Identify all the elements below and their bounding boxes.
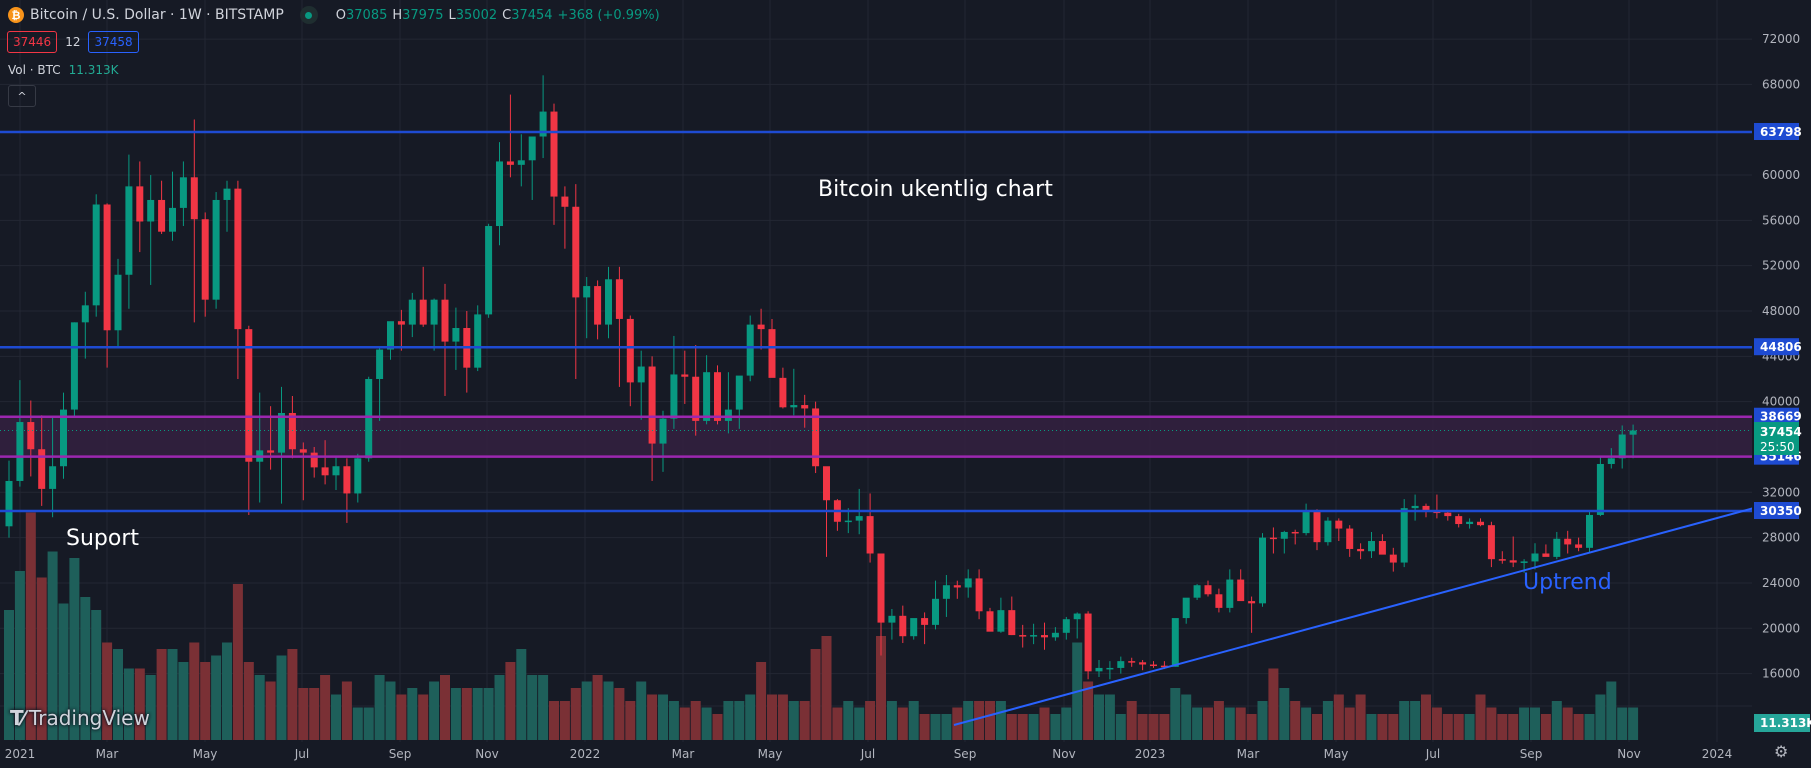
svg-text:44806: 44806 bbox=[1760, 340, 1802, 354]
volume-legend: Vol · BTC 11.313K bbox=[8, 63, 119, 77]
svg-text:52000: 52000 bbox=[1762, 259, 1800, 273]
settings-gear-icon[interactable]: ⚙ bbox=[1774, 742, 1789, 761]
svg-text:72000: 72000 bbox=[1762, 32, 1800, 46]
svg-text:Mar: Mar bbox=[672, 747, 695, 761]
bitcoin-icon: ₿ bbox=[8, 7, 24, 23]
sell-button[interactable]: 37446 bbox=[7, 31, 58, 53]
svg-text:30350: 30350 bbox=[1760, 504, 1802, 518]
svg-text:25:50: 25:50 bbox=[1760, 440, 1795, 454]
svg-text:2021: 2021 bbox=[5, 747, 36, 761]
svg-text:48000: 48000 bbox=[1762, 304, 1800, 318]
low-value: 35002 bbox=[455, 7, 498, 23]
svg-text:63798: 63798 bbox=[1760, 125, 1802, 139]
svg-text:40000: 40000 bbox=[1762, 395, 1800, 409]
svg-text:Jul: Jul bbox=[1425, 747, 1440, 761]
svg-text:Nov: Nov bbox=[1052, 747, 1075, 761]
svg-text:2024: 2024 bbox=[1702, 747, 1733, 761]
svg-text:Mar: Mar bbox=[96, 747, 119, 761]
symbol-title[interactable]: Bitcoin / U.S. Dollar · 1W · BITSTAMP bbox=[30, 7, 284, 23]
svg-text:32000: 32000 bbox=[1762, 485, 1800, 499]
spread-value: 12 bbox=[65, 35, 81, 49]
svg-text:May: May bbox=[758, 747, 783, 761]
svg-text:11.313K: 11.313K bbox=[1760, 716, 1811, 730]
svg-text:20000: 20000 bbox=[1762, 621, 1800, 635]
high-value: 37975 bbox=[402, 7, 444, 23]
svg-text:2022: 2022 bbox=[570, 747, 601, 761]
svg-text:Sep: Sep bbox=[1520, 747, 1543, 761]
svg-text:16000: 16000 bbox=[1762, 667, 1800, 681]
svg-text:Suport: Suport bbox=[66, 526, 139, 551]
svg-text:Sep: Sep bbox=[389, 747, 412, 761]
svg-text:May: May bbox=[193, 747, 218, 761]
tradingview-logo[interactable]: T⁄ TradingView bbox=[10, 706, 150, 730]
svg-text:37454: 37454 bbox=[1760, 425, 1802, 439]
svg-text:Jul: Jul bbox=[294, 747, 309, 761]
buy-button[interactable]: 37458 bbox=[88, 31, 139, 53]
svg-text:2023: 2023 bbox=[1135, 747, 1166, 761]
volume-label[interactable]: Vol · BTC bbox=[8, 63, 61, 77]
svg-text:56000: 56000 bbox=[1762, 213, 1800, 227]
open-value: 37085 bbox=[346, 7, 388, 23]
close-value: 37454 bbox=[511, 7, 553, 23]
change-value: +368 (+0.99%) bbox=[557, 7, 660, 23]
svg-text:Mar: Mar bbox=[1237, 747, 1260, 761]
svg-text:24000: 24000 bbox=[1762, 576, 1800, 590]
volume-value: 11.313K bbox=[68, 63, 119, 77]
trade-buttons: 37446 12 37458 bbox=[7, 31, 139, 53]
svg-text:May: May bbox=[1324, 747, 1349, 761]
watermark-text: TradingView bbox=[28, 706, 150, 730]
svg-text:28000: 28000 bbox=[1762, 531, 1800, 545]
svg-text:Bitcoin ukentlig chart: Bitcoin ukentlig chart bbox=[818, 177, 1053, 202]
svg-text:68000: 68000 bbox=[1762, 77, 1800, 91]
svg-text:60000: 60000 bbox=[1762, 168, 1800, 182]
svg-text:Uptrend: Uptrend bbox=[1523, 570, 1612, 595]
symbol-legend: ₿ Bitcoin / U.S. Dollar · 1W · BITSTAMP … bbox=[8, 6, 660, 24]
svg-text:Nov: Nov bbox=[475, 747, 498, 761]
svg-text:Jul: Jul bbox=[860, 747, 875, 761]
ohlc-values: O37085 H37975 L35002 C37454 +368 (+0.99%… bbox=[335, 7, 660, 23]
chevron-up-icon: ^ bbox=[17, 89, 27, 103]
collapse-legend-button[interactable]: ^ bbox=[8, 85, 36, 107]
svg-text:Nov: Nov bbox=[1617, 747, 1640, 761]
svg-text:Sep: Sep bbox=[954, 747, 977, 761]
market-open-status-icon[interactable] bbox=[299, 6, 318, 24]
svg-text:38669: 38669 bbox=[1760, 410, 1802, 424]
tradingview-logo-icon: T⁄ bbox=[10, 706, 25, 730]
